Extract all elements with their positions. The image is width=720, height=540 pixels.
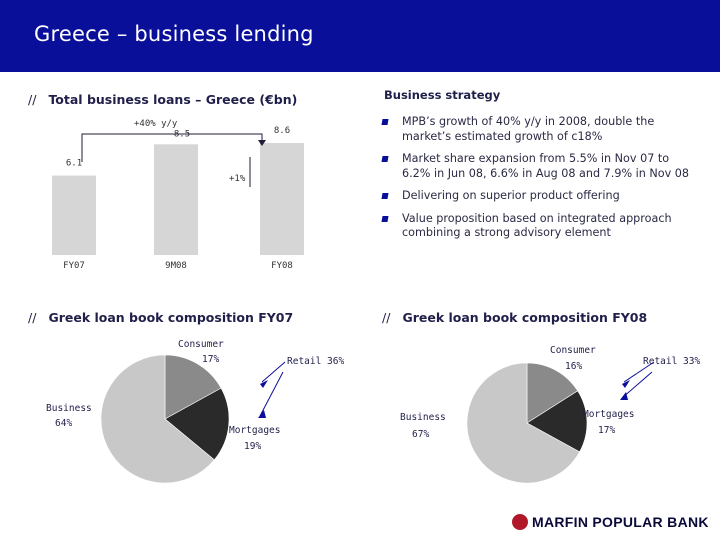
section-marker-icon: // [28,92,37,107]
bullet-icon [381,193,389,199]
pie-slice-business [466,362,580,484]
bullet-icon [381,156,389,162]
strategy-title: Business strategy [384,88,501,102]
section-marker-icon: // [382,310,391,325]
pie-fy07-business-pct: 64% [55,418,73,429]
bar-value-label: 6.1 [66,159,82,169]
strategy-bullet: Market share expansion from 5.5% in Nov … [381,152,692,181]
bar-category-label: FY08 [271,261,293,271]
bar-fy08 [260,143,304,255]
pie-fy08-chart [466,362,588,484]
bar-section-title: // Total business loans – Greece (€bn) [28,92,297,107]
growth-label: +40% y/y [134,119,178,129]
pie-fy07-consumer-name: Consumer [178,339,224,350]
pie-fy08-section-title: // Greek loan book composition FY08 [382,310,647,325]
pie-slice-business [100,354,215,484]
logo-text: MARFIN POPULAR BANK [532,514,709,530]
bar-fy07 [52,175,96,255]
bar-category-label: 9M08 [165,261,187,271]
pie-fy07-section-title: // Greek loan book composition FY07 [28,310,293,325]
strategy-bullet: Value proposition based on integrated ap… [381,211,692,241]
page-number: 23 [701,65,712,74]
pie-fy08-mortgages-name: Mortgages [583,409,635,420]
pie-slice-mortgages [526,390,588,453]
bullet-icon [381,215,389,222]
bank-logo: MARFIN POPULAR BANK [512,514,709,530]
strategy-bullets: MPB’s growth of 40% y/y in 2008, double … [381,115,692,249]
pie-fy07-mortgages-name: Mortgages [229,425,281,436]
pie-fy07-chart [100,354,230,484]
pie-fy08-consumer-name: Consumer [550,345,596,356]
strategy-bullet-text: MPB’s growth of 40% y/y in 2008, double … [402,115,655,143]
pie-fy07-mortgages-pct: 19% [244,441,262,452]
bar-value-label: 8.6 [274,126,290,136]
bar-chart-title: Total business loans – Greece (€bn) [48,92,298,107]
strategy-bullet-text: Delivering on superior product offering [402,189,620,202]
bar-category-label: FY07 [63,261,85,271]
pie-slice-consumer [164,354,222,420]
pie-fy07-title: Greek loan book composition FY07 [48,310,294,325]
bar-9m08 [154,144,198,255]
strategy-bullet: MPB’s growth of 40% y/y in 2008, double … [381,115,692,144]
pie-fy07-consumer-pct: 17% [202,354,220,365]
pie-slice-mortgages [164,387,230,461]
pie-fy08-business-pct: 67% [412,429,430,440]
pie-fy08-mortgages-pct: 17% [598,425,616,436]
pie-fy08-retail-label: Retail 33% [643,356,701,367]
pie-fy08-consumer-pct: 16% [565,361,583,372]
pie-fy07-business-name: Business [46,403,92,414]
strategy-bullet-text: Value proposition based on integrated ap… [402,211,672,240]
page-title: Greece – business lending [34,22,314,46]
logo-icon [512,514,528,530]
growth-arrow [81,133,263,162]
bullet-icon [381,119,389,125]
pie-fy07-retail-label: Retail 36% [287,356,345,367]
strategy-bullet: Delivering on superior product offering [381,189,692,204]
growth-arrow-head [258,140,266,146]
pie-fy08-title: Greek loan book composition FY08 [402,310,648,325]
header-bar: Greece – business lending [0,0,720,72]
growth2-label: +1% [229,174,246,184]
pie-slice-consumer [526,362,579,424]
pie-fy08-business-name: Business [400,412,446,423]
bar-chart-annotations [81,133,266,187]
section-marker-icon: // [28,310,37,325]
strategy-bullet-text: Market share expansion from 5.5% in Nov … [402,152,690,180]
